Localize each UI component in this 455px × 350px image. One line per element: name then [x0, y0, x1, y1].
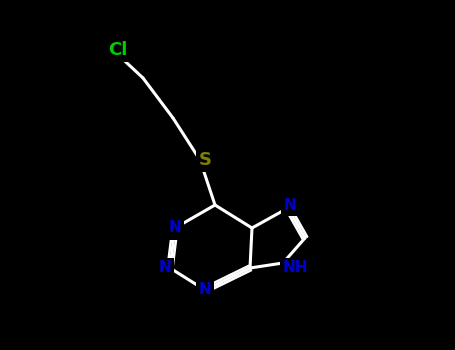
- Text: NH: NH: [282, 260, 308, 275]
- Text: S: S: [198, 151, 212, 169]
- Text: N: N: [166, 219, 180, 237]
- Text: N: N: [283, 198, 296, 214]
- Text: N: N: [159, 260, 172, 275]
- Text: N: N: [199, 282, 212, 298]
- Text: N: N: [169, 220, 182, 236]
- Text: Cl: Cl: [108, 41, 128, 59]
